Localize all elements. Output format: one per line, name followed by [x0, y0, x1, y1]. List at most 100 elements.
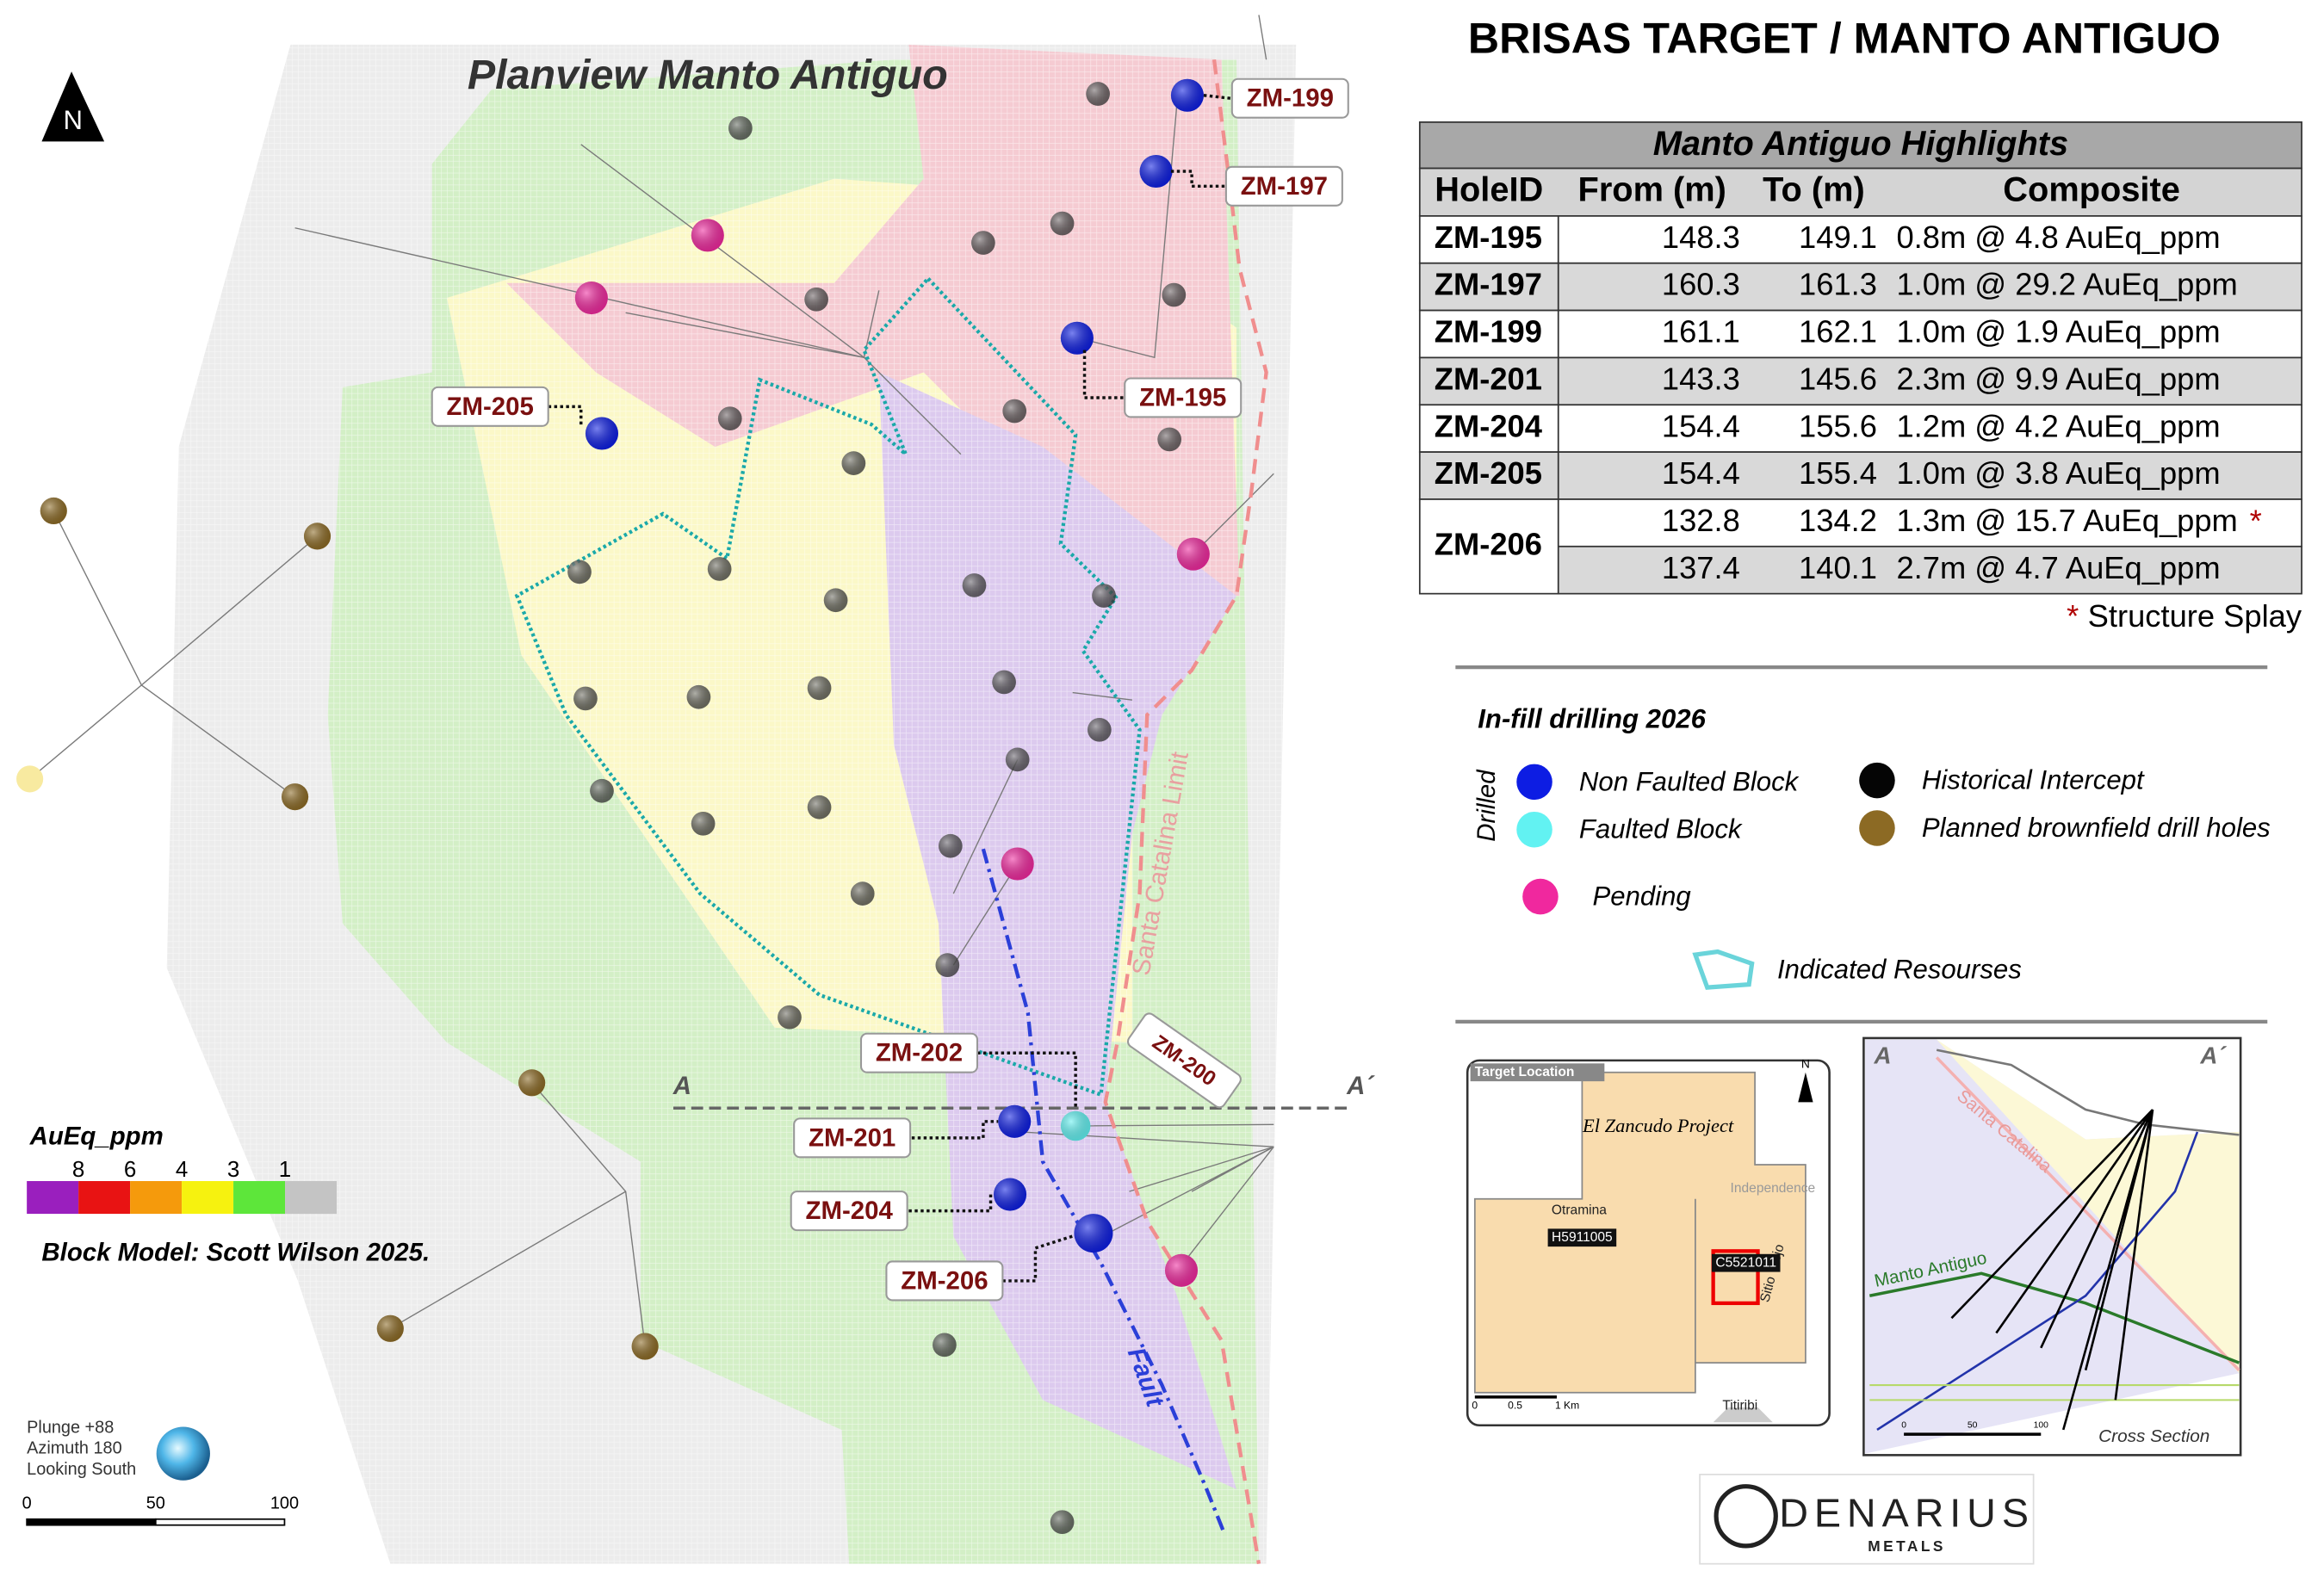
drill-hole-shade: [933, 1333, 957, 1358]
drill-hole-shade: [1074, 1214, 1113, 1253]
hole-label-box: [793, 1117, 912, 1159]
table-to: 162.1: [1799, 314, 1877, 349]
leader-line: [1203, 94, 1231, 100]
leader-line: [548, 405, 583, 425]
legend-marker: [1522, 878, 1559, 915]
table-composite: 2.7m @ 4.7 AuEq_ppm: [1896, 550, 2220, 585]
panel-title: BRISAS TARGET / MANTO ANTIGUO: [1468, 15, 2221, 63]
footnote-text: Structure Splay: [2088, 598, 2302, 634]
color-scale-tick: 4: [176, 1158, 188, 1182]
table-row-bg: [1557, 309, 2302, 359]
table-to: 161.3: [1799, 267, 1877, 302]
claim-tag: [1711, 1253, 1781, 1272]
drill-holes: [16, 78, 1210, 1535]
xsec-scale-label: 0: [1901, 1420, 1906, 1430]
drill-hole-shade: [691, 219, 724, 252]
claim-label: H5911005: [1552, 1230, 1613, 1245]
block-model-note: Block Model: Scott Wilson 2025.: [41, 1239, 430, 1267]
hole-label-box: [1126, 1012, 1242, 1109]
drill-hole-shade: [590, 778, 614, 803]
leader-line: [1002, 1234, 1074, 1283]
color-swatch: [285, 1181, 338, 1215]
table-to: 140.1: [1799, 550, 1877, 585]
xsec-start: A: [1874, 1042, 1892, 1069]
hole-label-text: ZM-205: [447, 393, 534, 421]
legend: In-fill drilling 2026 Drilled Non Faulted …: [1472, 704, 2271, 990]
legend-marker: [1516, 811, 1552, 848]
scale-bar-segment: [26, 1518, 157, 1526]
drill-hole-shade: [585, 417, 619, 450]
color-swatch: [27, 1181, 79, 1215]
hole-label-box: [1230, 77, 1349, 119]
north-label: N: [64, 105, 83, 135]
drill-hole-shade: [573, 686, 598, 711]
hole-label-box: [1224, 165, 1343, 207]
drill-hole-shade: [728, 115, 753, 140]
drill-hole-shade: [1060, 321, 1094, 355]
drill-hole-shade: [938, 833, 963, 858]
table-header: To (m): [1763, 171, 1865, 209]
view-text: Plunge +88: [27, 1418, 114, 1437]
inset-scale-label: 0.5: [1508, 1399, 1522, 1411]
drill-hole-shade: [707, 557, 732, 581]
scale-bar-label: 0: [22, 1494, 32, 1513]
table-from: 137.4: [1662, 550, 1740, 585]
scale-bar-label: 100: [270, 1494, 299, 1513]
table-hole-bg: [1418, 451, 1559, 500]
legend-label: Pending: [1593, 881, 1692, 912]
hole-labels: ZM-199 ZM-197 ZM-195 ZM-205 ZM-202 ZM-201 ZM-2…: [431, 77, 1349, 1302]
drill-hole-shade: [1050, 1510, 1075, 1535]
table-composite: 2.3m @ 9.9 AuEq_ppm: [1896, 361, 2220, 396]
table-composite: 0.8m @ 4.8 AuEq_ppm: [1896, 220, 2220, 255]
drill-hole-shade: [850, 881, 875, 906]
table-hole: ZM-195: [1435, 220, 1542, 255]
drill-hole-shade: [962, 573, 987, 597]
drill-hole-shade: [686, 684, 711, 709]
hole-label: ZM-205: [431, 386, 549, 427]
legend-marker: [1859, 762, 1895, 799]
drill-hole-shade: [993, 1178, 1027, 1211]
block-model: [166, 44, 1297, 1564]
drill-hole-shade: [631, 1333, 659, 1360]
inset-scale-label: 1 Km: [1555, 1399, 1579, 1411]
cross-section: [1862, 1036, 2242, 1457]
drill-hole-shade: [1139, 154, 1173, 189]
drill-hole-shade: [804, 287, 828, 312]
drill-hole-shade: [935, 953, 960, 977]
legend-marker: [1859, 810, 1895, 846]
scale-bar-label: 50: [146, 1494, 165, 1513]
leader-line: [1082, 349, 1125, 399]
drill-hole-shade: [1005, 747, 1030, 772]
table-from: 154.4: [1662, 408, 1740, 443]
legend-label: Indicated Resourses: [1777, 954, 2022, 984]
drill-hole-shade: [998, 1104, 1032, 1138]
hole-label-text: ZM-195: [1139, 383, 1226, 411]
drill-hole: [16, 765, 44, 793]
table-hole: ZM-199: [1435, 314, 1542, 349]
hole-label-box: [885, 1260, 1004, 1302]
xsec-scale-label: 50: [1968, 1420, 1978, 1430]
table-hole-bg: [1418, 404, 1559, 453]
table-hole: ZM-197: [1435, 267, 1542, 302]
drill-hole-shade: [40, 497, 67, 525]
legend-group: Drilled: [1472, 769, 1501, 842]
legend-marker: [1516, 764, 1552, 801]
table-header: Composite: [2003, 171, 2180, 209]
table-header: From (m): [1578, 171, 1726, 209]
hole-label-box: [859, 1032, 979, 1073]
table-hole-bg: [1418, 215, 1559, 264]
table-to: 155.4: [1799, 455, 1877, 491]
xsec-end: A´: [2199, 1042, 2227, 1069]
fault-line: [981, 848, 1227, 1535]
logo-icon: [1714, 1484, 1778, 1549]
drill-hole-shade: [1170, 78, 1204, 112]
claim-tag: [1547, 1228, 1617, 1247]
location-inset: [1466, 1059, 1831, 1427]
view-info: Plunge +88 Azimuth 180 Looking South: [27, 1418, 136, 1478]
footnote-mark: *: [2067, 598, 2079, 634]
drill-hole-shade: [823, 588, 848, 613]
drill-hole-shade: [1164, 1253, 1199, 1287]
legend-title: In-fill drilling 2026: [1478, 704, 1706, 734]
